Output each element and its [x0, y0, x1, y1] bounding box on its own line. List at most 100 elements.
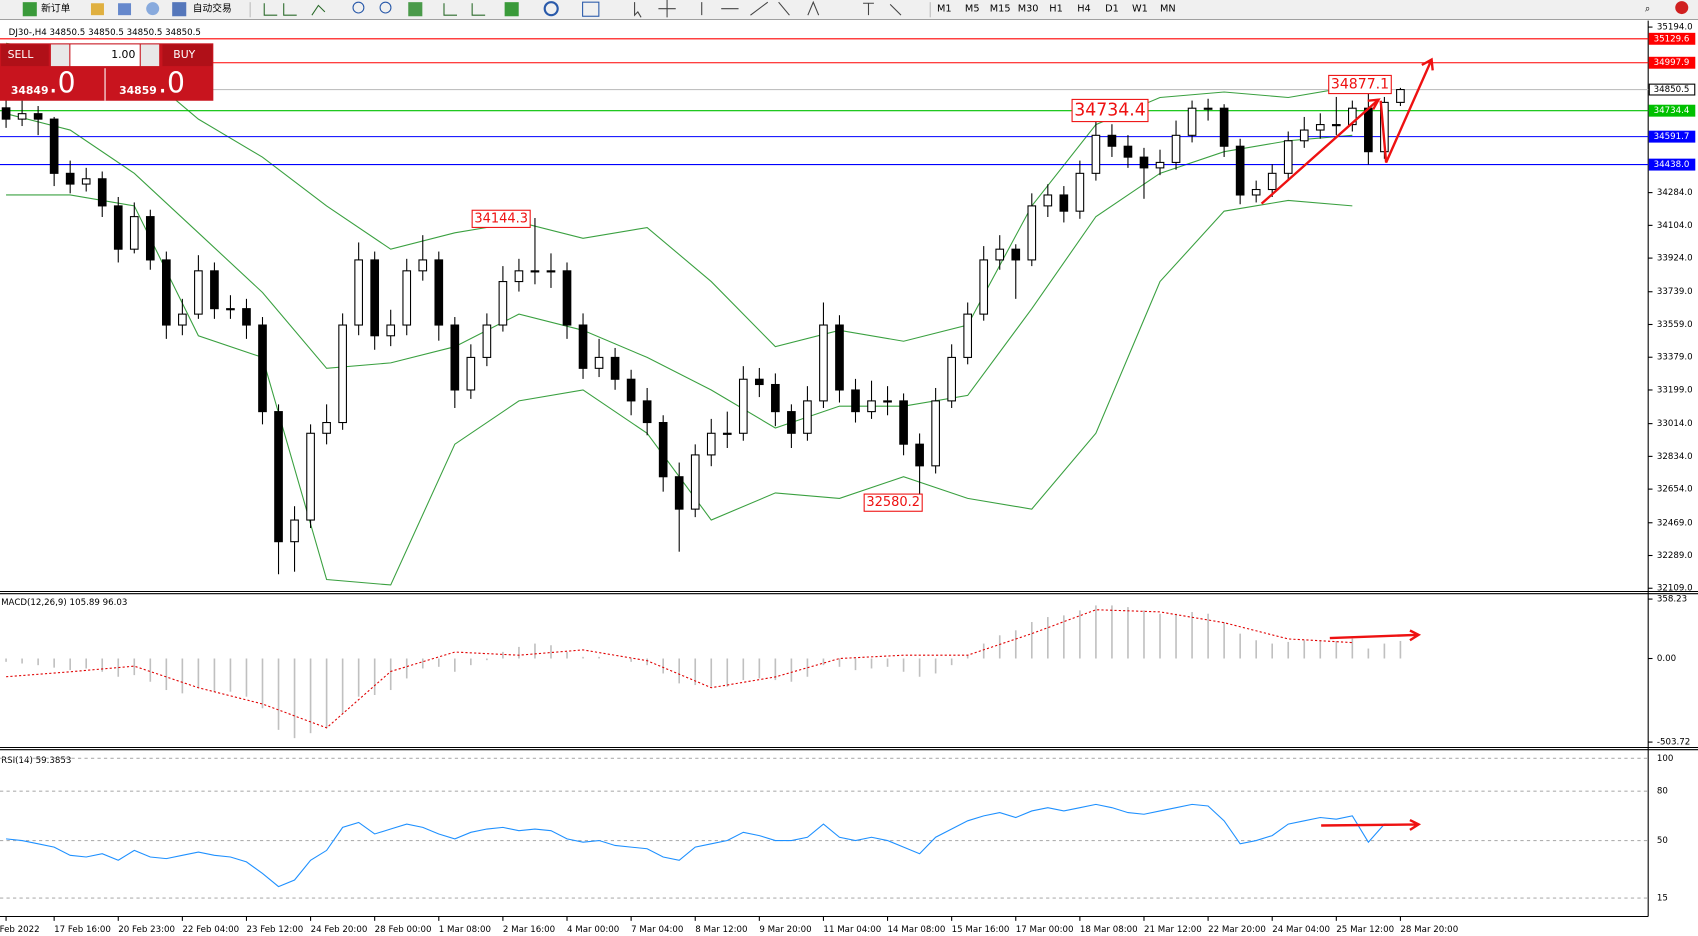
- period-icon[interactable]: [543, 1, 559, 17]
- candle-body: [1315, 124, 1325, 131]
- hand-drawn-arrows: [1260, 57, 1434, 831]
- candle-body: [1267, 172, 1277, 191]
- candle-body: [1091, 134, 1101, 174]
- candle-body: [1299, 129, 1309, 142]
- lots-input[interactable]: [70, 44, 140, 67]
- candle-body: [338, 324, 347, 424]
- lot-down[interactable]: [50, 44, 70, 67]
- sell-button[interactable]: [1, 44, 49, 67]
- y-tick-label: 32654.0: [1657, 485, 1693, 495]
- candle-body: [1059, 194, 1069, 212]
- timeframe[interactable]: W1: [1132, 4, 1148, 15]
- y-tick-label: 80: [1657, 787, 1668, 797]
- y-tick-label: -503.72: [1657, 738, 1690, 748]
- candle-body: [1155, 161, 1165, 169]
- ask-frac[interactable]: .0: [158, 66, 185, 99]
- level-label-bg: [1648, 56, 1696, 69]
- candle-body: [306, 432, 315, 521]
- candle-body: [418, 259, 428, 272]
- buy-button[interactable]: [162, 44, 213, 67]
- candle-body: [771, 383, 780, 413]
- candle-body: [1235, 145, 1245, 196]
- timeframe[interactable]: H4: [1077, 4, 1091, 15]
- candle-body: [354, 259, 363, 326]
- arrow: [1321, 819, 1422, 831]
- icon[interactable]: [146, 2, 160, 16]
- lots[interactable]: 1.00: [111, 48, 135, 61]
- buy-label[interactable]: BUY: [173, 48, 195, 61]
- template-icon[interactable]: [582, 1, 600, 17]
- candle-body: [594, 356, 604, 369]
- rsi-title: RSI(14) 59.3853: [1, 756, 71, 766]
- alert-icon[interactable]: [1675, 1, 1689, 15]
- annotation: 34877.1: [1331, 76, 1389, 92]
- y-tick-label: 358.23: [1657, 595, 1687, 605]
- timeframe[interactable]: M5: [965, 4, 980, 15]
- new-order-icon[interactable]: [22, 2, 37, 17]
- auto-trade[interactable]: 自动交易: [193, 2, 232, 15]
- annotation: 34734.4: [1074, 100, 1146, 120]
- drawing-tools[interactable]: [634, 0, 902, 18]
- tile-icon[interactable]: [408, 2, 423, 17]
- new-order[interactable]: 新订单: [41, 2, 70, 15]
- icon[interactable]: [90, 3, 104, 16]
- candle-body: [145, 216, 155, 261]
- lot-up[interactable]: [140, 44, 160, 67]
- plot-layer: 35194.0 34284.0 34104.0 33924.0 33739.0 33559…: [0, 23, 1696, 935]
- icon[interactable]: [118, 3, 132, 16]
- candle-body: [322, 421, 331, 434]
- bollinger-middle: [5, 113, 1353, 429]
- candle-body: [290, 519, 299, 543]
- timeframe[interactable]: M30: [1018, 4, 1039, 15]
- y-tick-label: 33739.0: [1657, 287, 1693, 297]
- bid-frac[interactable]: .0: [49, 66, 76, 99]
- candle-body: [1283, 140, 1293, 174]
- icons[interactable]: [443, 3, 486, 16]
- candle-body: [883, 400, 892, 403]
- zoom-out[interactable]: [379, 1, 392, 14]
- level-label: 34438.0: [1654, 160, 1690, 170]
- arrow: [1379, 57, 1434, 163]
- auto-trade-icon[interactable]: [172, 2, 187, 17]
- search-icon[interactable]: ⌕: [1645, 4, 1650, 15]
- timeframe[interactable]: H1: [1049, 4, 1063, 15]
- candle-body: [498, 281, 508, 326]
- candle-body: [674, 476, 684, 510]
- timeframe[interactable]: M15: [990, 4, 1011, 15]
- x-tick-label: 7 Mar 04:00: [631, 925, 683, 935]
- x-tick-label: 4 Mar 00:00: [567, 925, 619, 935]
- candle-body: [370, 259, 380, 337]
- y-tick-label: 32109.0: [1657, 584, 1693, 594]
- chart-header: DJ30-,H4 34850.5 34850.5 34850.5 34850.5: [9, 28, 201, 38]
- toolbar-bg: [0, 0, 1698, 20]
- annotation-box: [863, 493, 923, 512]
- candle-body: [835, 324, 844, 391]
- x-tick-label: 22 Feb 04:00: [182, 925, 239, 935]
- ask-main[interactable]: 34859: [119, 84, 157, 97]
- bid-main[interactable]: 34849: [11, 84, 49, 97]
- candle-body: [947, 356, 956, 402]
- sell-label[interactable]: SELL: [8, 48, 34, 61]
- y-tick-label: 35194.0: [1657, 23, 1693, 33]
- candle-body: [658, 421, 668, 478]
- candle-body: [1219, 107, 1229, 147]
- timeframe[interactable]: MN: [1160, 4, 1176, 15]
- chart-type-icons[interactable]: [263, 3, 326, 16]
- y-tick-label: 50: [1657, 836, 1668, 846]
- candle-body: [274, 411, 283, 543]
- zoom-in[interactable]: [352, 1, 365, 14]
- candle-body: [49, 118, 59, 174]
- y-tick-label: 33199.0: [1657, 385, 1693, 395]
- level-label: 35129.6: [1654, 34, 1690, 44]
- timeframe[interactable]: D1: [1105, 4, 1119, 15]
- candle-body: [194, 270, 203, 315]
- y-tick-label: 32469.0: [1657, 518, 1693, 528]
- candle-body: [1171, 134, 1181, 163]
- candle-body: [1075, 172, 1085, 212]
- candle-body: [803, 400, 812, 434]
- candle-body: [642, 400, 652, 424]
- timeframe[interactable]: M1: [937, 4, 952, 15]
- indicator-icon[interactable]: [504, 2, 519, 17]
